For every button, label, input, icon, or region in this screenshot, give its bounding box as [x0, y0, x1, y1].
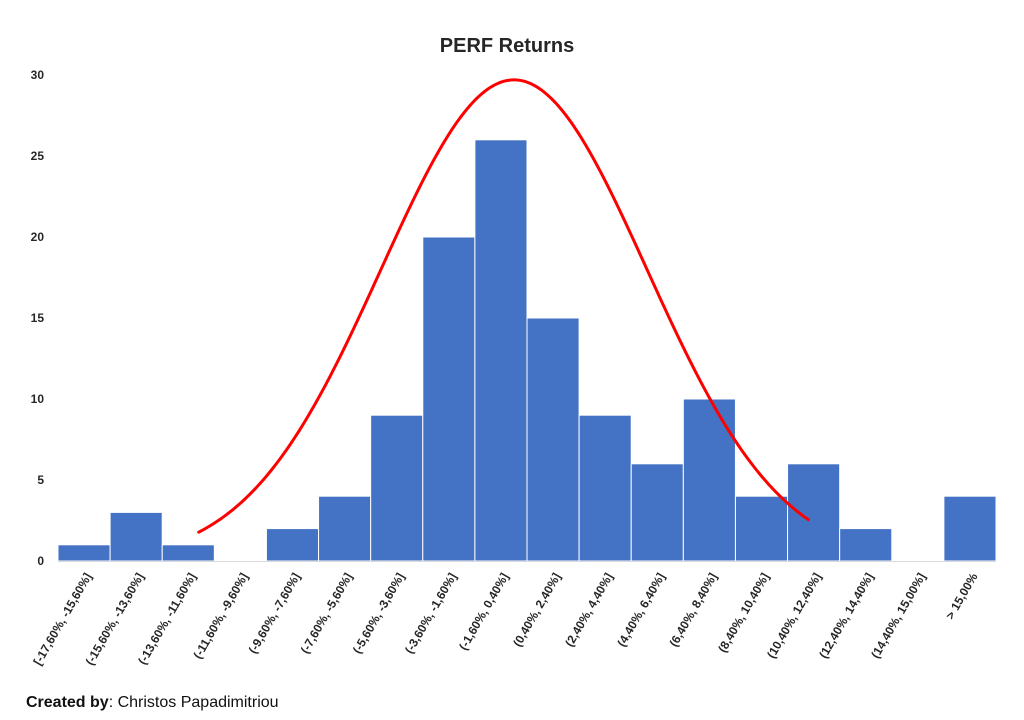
y-tick-label: 15	[31, 311, 45, 325]
bar	[787, 463, 841, 562]
credit-line: Created by: Christos Papadimitriou	[26, 694, 279, 712]
y-axis-ticks: 0 5 10 15 20 25 30	[31, 68, 45, 568]
x-tick-label: (14,40%, 15,00%]	[868, 571, 928, 661]
y-tick-label: 10	[31, 392, 45, 406]
x-tick-label: (-3,60%, -1,60%]	[402, 570, 459, 656]
y-tick-label: 25	[31, 149, 45, 163]
bar	[370, 414, 424, 562]
y-tick-label: 0	[37, 554, 44, 568]
bar	[265, 528, 320, 562]
bar	[474, 139, 528, 562]
bar	[161, 544, 215, 562]
x-tick-label: (4,40%, 6,40%]	[614, 571, 667, 650]
x-tick-label: > 15,00%	[943, 570, 981, 621]
bar	[422, 236, 476, 562]
chart-title: PERF Returns	[440, 35, 574, 57]
y-tick-label: 5	[37, 473, 44, 487]
histogram-chart: PERF Returns 0 5 10 15 20 25 30 [-17,60%, -15,…	[30, 35, 997, 668]
x-tick-label: (0,40%, 2,40%]	[510, 571, 563, 650]
credit-label: Created by	[26, 694, 109, 711]
bar	[109, 511, 163, 562]
x-tick-label: (12,40%, 14,40%]	[816, 571, 876, 661]
x-axis-ticks: [-17,60%, -15,60%](-15,60%, -13,60%](-13…	[30, 570, 980, 667]
normal-distribution-curve	[197, 78, 810, 534]
x-tick-label: (-7,60%, -5,60%]	[298, 570, 355, 656]
x-tick-label: (10,40%, 12,40%]	[764, 571, 824, 661]
x-tick-label: (-1,60%, 0,40%]	[456, 571, 511, 653]
x-tick-label: (-13,60%, -11,60%]	[135, 570, 199, 667]
x-tick-label: (-9,60%, -7,60%]	[246, 570, 303, 656]
bar	[318, 495, 372, 562]
x-tick-label: (8,40%, 10,40%]	[715, 571, 772, 655]
bar	[578, 414, 632, 562]
y-tick-label: 20	[31, 230, 45, 244]
bar	[57, 544, 111, 562]
x-tick-label: (-11,60%, -9,60%]	[191, 571, 251, 662]
bar	[630, 463, 684, 562]
x-tick-label: (2,40%, 4,40%]	[562, 571, 615, 650]
y-tick-label: 30	[31, 68, 45, 82]
x-tick-label: [-17,60%, -15,60%]	[30, 571, 94, 668]
x-tick-label: (6,40%, 8,40%]	[667, 571, 720, 650]
bar	[839, 528, 893, 562]
bar	[734, 495, 789, 562]
bar	[943, 495, 997, 562]
x-tick-label: (-5,60%, -3,60%]	[350, 570, 407, 656]
x-tick-label: (-15,60%, -13,60%]	[83, 571, 147, 668]
bar	[682, 398, 736, 562]
bar	[526, 317, 580, 562]
credit-author: : Christos Papadimitriou	[108, 694, 279, 711]
bars	[57, 139, 997, 562]
